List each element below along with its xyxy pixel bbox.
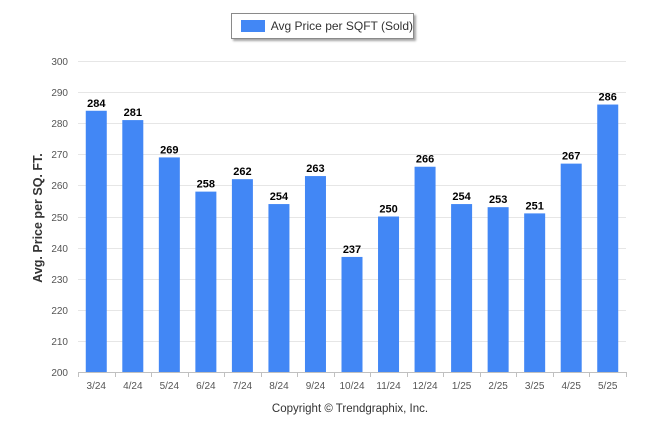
bar-8-24	[268, 204, 290, 372]
y-tick-label: 260	[51, 181, 68, 192]
data-label: 266	[416, 154, 434, 166]
bar-7-24	[231, 179, 253, 372]
data-label: 263	[306, 163, 324, 175]
y-tick-label: 280	[51, 119, 68, 130]
x-tick-label: 4/24	[123, 381, 143, 392]
y-tick-label: 200	[51, 368, 68, 379]
y-axis-title: Avg. Price per SQ. FT.	[31, 153, 45, 283]
x-tick-label: 11/24	[376, 381, 401, 392]
y-tick-label: 290	[51, 88, 68, 99]
data-label: 250	[379, 204, 397, 216]
x-tick-label: 5/25	[598, 381, 618, 392]
bar-11-24	[378, 216, 400, 372]
copyright-text: Copyright © Trendgraphix, Inc.	[271, 403, 429, 415]
data-label: 253	[489, 194, 507, 206]
data-label: 237	[343, 244, 361, 256]
legend-label: Avg Price per SQFT (Sold)	[270, 19, 413, 33]
data-label: 269	[160, 144, 178, 156]
x-tick-label: 8/24	[269, 381, 289, 392]
bar-9-24	[304, 176, 326, 372]
chart-legend[interactable]: Avg Price per SQFT (Sold)	[231, 13, 414, 39]
y-tick-label: 230	[51, 275, 68, 286]
data-label: 254	[270, 191, 289, 203]
data-label: 286	[599, 92, 617, 104]
bar-10-24	[341, 256, 363, 372]
x-tick-label: 3/24	[87, 381, 107, 392]
bar-4-24	[122, 120, 144, 372]
bar-5-24	[158, 157, 180, 372]
y-tick-label: 220	[51, 306, 68, 317]
x-tick-label: 12/24	[413, 381, 438, 392]
y-tick-label: 300	[51, 57, 68, 68]
bar-3-24	[85, 110, 107, 372]
bar-3-25	[524, 213, 546, 372]
data-label: 258	[197, 179, 215, 191]
bar-6-24	[195, 191, 217, 372]
data-label: 284	[87, 98, 106, 110]
x-tick-label: 5/24	[160, 381, 180, 392]
bar-4-25	[560, 163, 582, 372]
x-tick-label: 2/25	[488, 381, 508, 392]
y-tick-label: 240	[51, 244, 68, 255]
x-tick-label: 6/24	[196, 381, 216, 392]
data-label: 281	[124, 107, 142, 119]
data-label: 262	[233, 166, 251, 178]
legend-swatch	[241, 20, 265, 32]
bar-12-24	[414, 166, 436, 372]
x-tick-label: 3/25	[525, 381, 545, 392]
data-label: 254	[452, 191, 471, 203]
data-label: 267	[562, 151, 580, 163]
bar-2-25	[487, 207, 509, 372]
x-tick-label: 4/25	[561, 381, 581, 392]
data-label: 251	[525, 200, 543, 212]
bar-5-25	[597, 104, 619, 372]
x-tick-label: 7/24	[233, 381, 253, 392]
x-tick-label: 10/24	[339, 381, 364, 392]
y-tick-label: 250	[51, 213, 68, 224]
x-tick-label: 1/25	[452, 381, 472, 392]
y-tick-label: 210	[51, 337, 68, 348]
y-tick-label: 270	[51, 150, 68, 161]
x-tick-label: 9/24	[306, 381, 326, 392]
bar-1-25	[451, 204, 473, 372]
